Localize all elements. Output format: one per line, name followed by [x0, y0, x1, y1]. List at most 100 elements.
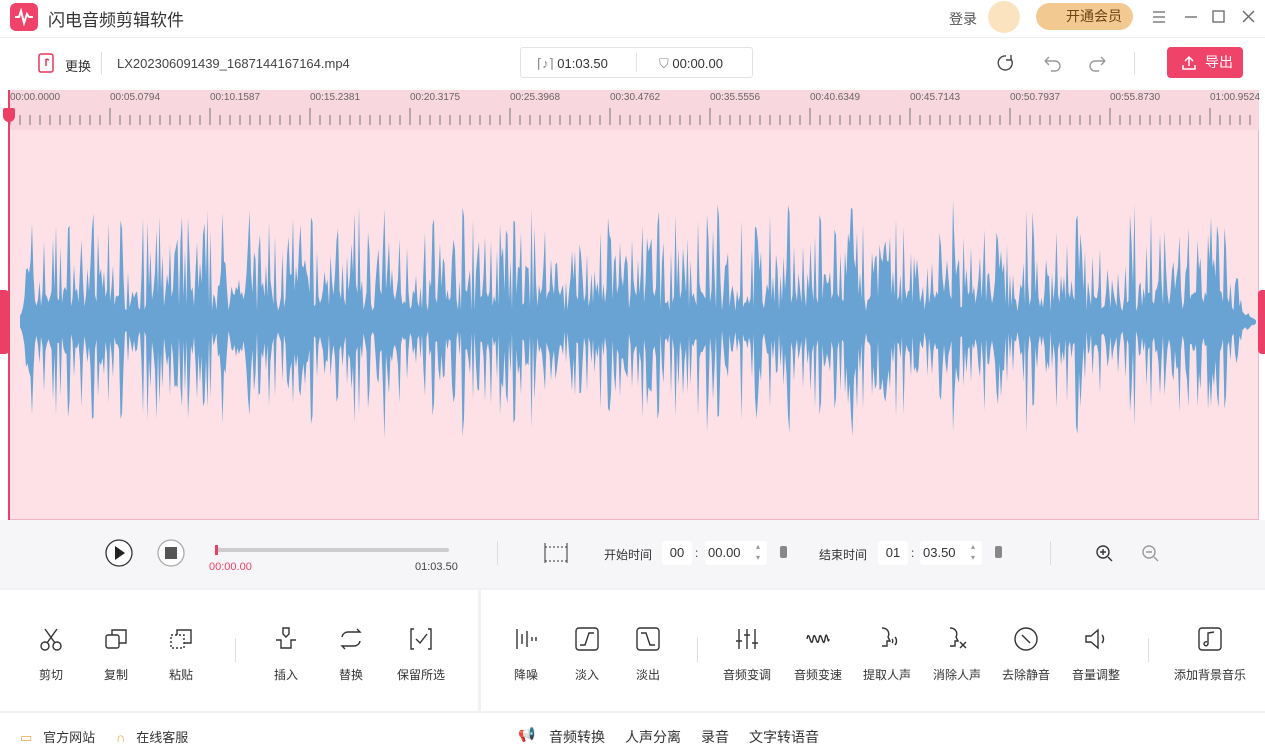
convert-icon: 📢 — [518, 726, 536, 742]
end-min[interactable]: 01 — [878, 541, 908, 565]
tool-icon — [736, 629, 758, 649]
tool-icon — [40, 628, 62, 651]
position: ⛉ 00:00.00 — [659, 56, 723, 71]
export-label: 导出 — [1205, 54, 1233, 70]
file-icon — [38, 53, 54, 73]
tool-label: 消除人声 — [932, 668, 981, 682]
divider — [235, 638, 236, 662]
ruler-label: 00:45.7143 — [910, 92, 961, 103]
service-label: 在线客服 — [136, 730, 189, 745]
ruler-label: 00:00.0000 — [10, 92, 61, 103]
website-link[interactable]: ▭ 官方网站 — [20, 730, 96, 745]
divider — [0, 37, 1265, 38]
avatar[interactable] — [988, 1, 1020, 33]
tool-button[interactable]: 插入 — [246, 626, 326, 683]
spinner[interactable]: ▴ ▾ — [756, 542, 761, 562]
tool-button[interactable]: 音量调整 — [1056, 626, 1136, 683]
ruler-label: 00:10.1587 — [210, 92, 261, 103]
divider — [697, 638, 698, 662]
export-button[interactable]: 导出 — [1167, 47, 1243, 78]
current-time: 00:00.00 — [209, 561, 252, 573]
tool-icon — [105, 629, 127, 649]
ruler-label: 01:00.9524 — [1210, 92, 1261, 103]
start-label: 开始时间 — [604, 548, 653, 562]
footer-link[interactable]: 人声分离 — [625, 729, 681, 745]
tool-icon — [410, 628, 432, 650]
tool-icon — [636, 627, 660, 651]
tool-label: 复制 — [103, 668, 128, 682]
progress-thumb[interactable] — [215, 545, 218, 555]
tool-button[interactable]: 淡出 — [608, 626, 688, 683]
tool-button[interactable]: 添加背景音乐 — [1170, 626, 1250, 683]
vip-button[interactable]: 开通会员 — [1036, 3, 1133, 30]
tool-label: 粘贴 — [168, 668, 193, 682]
tool-button[interactable]: 音频变速 — [778, 626, 858, 683]
tool-label: 剪切 — [38, 668, 63, 682]
tool-icon — [340, 628, 362, 650]
end-sec[interactable]: 03.50 — [920, 541, 982, 565]
tool-label: 音频变调 — [722, 668, 771, 682]
zoom-controls[interactable] — [1094, 543, 1164, 563]
divider — [1134, 52, 1135, 74]
pin-icon[interactable] — [995, 546, 1002, 558]
time-display — [520, 47, 753, 78]
tool-icon — [575, 627, 599, 651]
tool-label: 淡入 — [574, 668, 599, 682]
divider — [497, 541, 498, 565]
edit-tools — [0, 590, 478, 711]
ruler-label: 00:35.5556 — [710, 92, 761, 103]
history-controls[interactable] — [995, 53, 1115, 73]
ruler-label: 00:55.8730 — [1110, 92, 1161, 103]
app-logo — [10, 3, 38, 31]
separator: : — [695, 546, 699, 560]
tool-button[interactable]: 提取人声 — [847, 626, 927, 683]
spinner[interactable]: ▴ ▾ — [971, 542, 976, 562]
divider — [1050, 541, 1051, 565]
divider — [636, 53, 637, 72]
start-sec[interactable]: 00.00 — [705, 541, 767, 565]
tool-button[interactable]: 消除人声 — [917, 626, 997, 683]
footer-link[interactable]: 音频转换 — [549, 729, 605, 745]
tool-label: 添加背景音乐 — [1173, 668, 1246, 682]
service-link[interactable]: ∩ 在线客服 — [116, 730, 189, 745]
play-controls[interactable] — [104, 538, 186, 568]
position-value: 00:00.00 — [672, 56, 723, 71]
tool-icon — [516, 629, 537, 649]
tool-icon — [276, 627, 296, 649]
tool-button[interactable]: 音频变调 — [707, 626, 787, 683]
select-icon[interactable] — [543, 542, 569, 564]
tool-icon — [1198, 627, 1222, 651]
tool-button[interactable]: 替换 — [311, 626, 391, 683]
progress-track[interactable] — [215, 548, 449, 552]
login-link[interactable]: 登录 — [949, 11, 977, 27]
playhead-handle[interactable] — [3, 108, 15, 122]
footer-link[interactable]: 录音 — [701, 729, 729, 745]
window-controls[interactable] — [1150, 8, 1260, 26]
pin-icon[interactable] — [780, 546, 787, 558]
tool-button[interactable]: 淡入 — [547, 626, 627, 683]
right-trim-handle[interactable] — [1258, 290, 1265, 354]
tool-button[interactable]: 保留所选 — [381, 626, 461, 683]
waveform — [9, 108, 1256, 439]
tool-button[interactable]: 复制 — [76, 626, 156, 683]
separator: : — [911, 546, 915, 560]
duration: ⌈♪⌉ 01:03.50 — [537, 56, 608, 71]
ruler-label: 00:20.3175 — [410, 92, 461, 103]
footer — [0, 713, 1265, 751]
replace-button[interactable]: 更换 — [65, 59, 92, 74]
start-min[interactable]: 00 — [662, 541, 692, 565]
tool-button[interactable]: 去除静音 — [986, 626, 1066, 683]
tool-button[interactable]: 剪切 — [11, 626, 91, 683]
duration-value: 01:03.50 — [557, 56, 608, 71]
effect-tools — [481, 590, 1265, 711]
tool-label: 提取人声 — [862, 668, 911, 682]
divider — [101, 52, 102, 74]
ruler-label: 00:50.7937 — [1010, 92, 1061, 103]
left-trim-handle[interactable] — [0, 290, 9, 354]
tool-button[interactable]: 粘贴 — [141, 626, 221, 683]
footer-link[interactable]: 文字转语音 — [749, 729, 819, 745]
tool-label: 保留所选 — [396, 668, 445, 682]
total-time: 01:03.50 — [415, 561, 458, 573]
tool-button[interactable]: 降噪 — [486, 626, 566, 683]
